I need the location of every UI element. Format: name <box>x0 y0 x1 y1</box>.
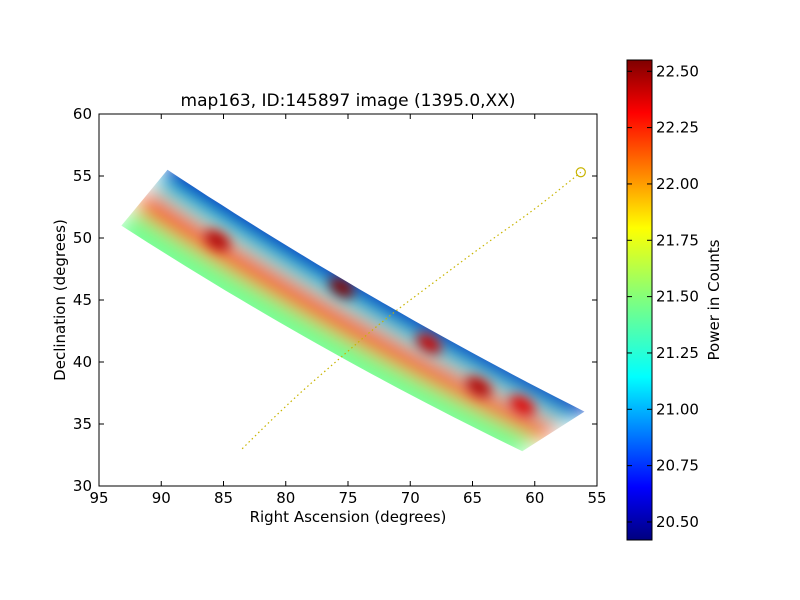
x-tick-label: 90 <box>152 489 171 507</box>
colorbar-tick-label: 21.50 <box>656 288 699 306</box>
y-tick-label: 55 <box>73 167 92 185</box>
hot-spot <box>416 333 442 354</box>
y-axis-ticks: 30 35 40 45 50 55 60 <box>73 105 597 495</box>
colorbar-tick-label: 20.50 <box>656 513 699 531</box>
colorbar: 20.50 20.75 21.00 21.25 21.50 21.75 22.00 22.25… <box>626 59 723 541</box>
y-tick-label: 40 <box>73 353 92 371</box>
colorbar-tick-label: 22.25 <box>656 119 699 137</box>
x-axis-label: Right Ascension (degrees) <box>250 508 447 526</box>
hot-spot <box>509 395 535 416</box>
y-tick-label: 30 <box>73 477 92 495</box>
track-end-marker <box>575 167 586 178</box>
colorbar-tick-label: 20.75 <box>656 457 699 475</box>
colorbar-tick-label: 22.50 <box>656 62 699 80</box>
y-tick-label: 60 <box>73 105 92 123</box>
hot-spot <box>329 277 355 298</box>
hot-spot <box>466 376 492 397</box>
x-tick-label: 65 <box>463 489 482 507</box>
chart-title: map163, ID:145897 image (1395.0,XX) <box>181 91 516 111</box>
x-tick-label: 55 <box>587 489 606 507</box>
map-ridge-band <box>134 189 563 441</box>
hot-spot <box>204 230 230 251</box>
y-axis-label: Declination (degrees) <box>51 219 69 381</box>
colorbar-tick-label: 21.75 <box>656 231 699 249</box>
x-tick-label: 85 <box>214 489 233 507</box>
colorbar-tick-label: 21.00 <box>656 400 699 418</box>
telescope-track <box>241 167 586 450</box>
plot-area: 95 90 85 80 75 70 65 60 55 30 35 40 45 50 55 60 <box>73 105 607 507</box>
track-line <box>241 171 582 450</box>
colorbar-gradient <box>626 59 653 541</box>
x-tick-label: 60 <box>525 489 544 507</box>
x-tick-label: 95 <box>89 489 108 507</box>
colorbar-tick-label: 21.25 <box>656 344 699 362</box>
map-band-upper <box>149 179 574 428</box>
colorbar-ticks: 20.50 20.75 21.00 21.25 21.50 21.75 22.00 22.25… <box>627 62 699 531</box>
y-tick-label: 45 <box>73 291 92 309</box>
hot-spots <box>204 230 535 416</box>
map-band-lower <box>121 207 543 452</box>
map-ridge-core <box>138 195 556 437</box>
x-axis-ticks: 95 90 85 80 75 70 65 60 55 <box>89 114 607 507</box>
x-tick-label: 80 <box>276 489 295 507</box>
y-tick-label: 35 <box>73 415 92 433</box>
x-tick-label: 75 <box>338 489 357 507</box>
colorbar-label: Power in Counts <box>705 239 723 360</box>
colorbar-tick-label: 22.00 <box>656 175 699 193</box>
y-tick-label: 50 <box>73 229 92 247</box>
x-tick-label: 70 <box>401 489 420 507</box>
